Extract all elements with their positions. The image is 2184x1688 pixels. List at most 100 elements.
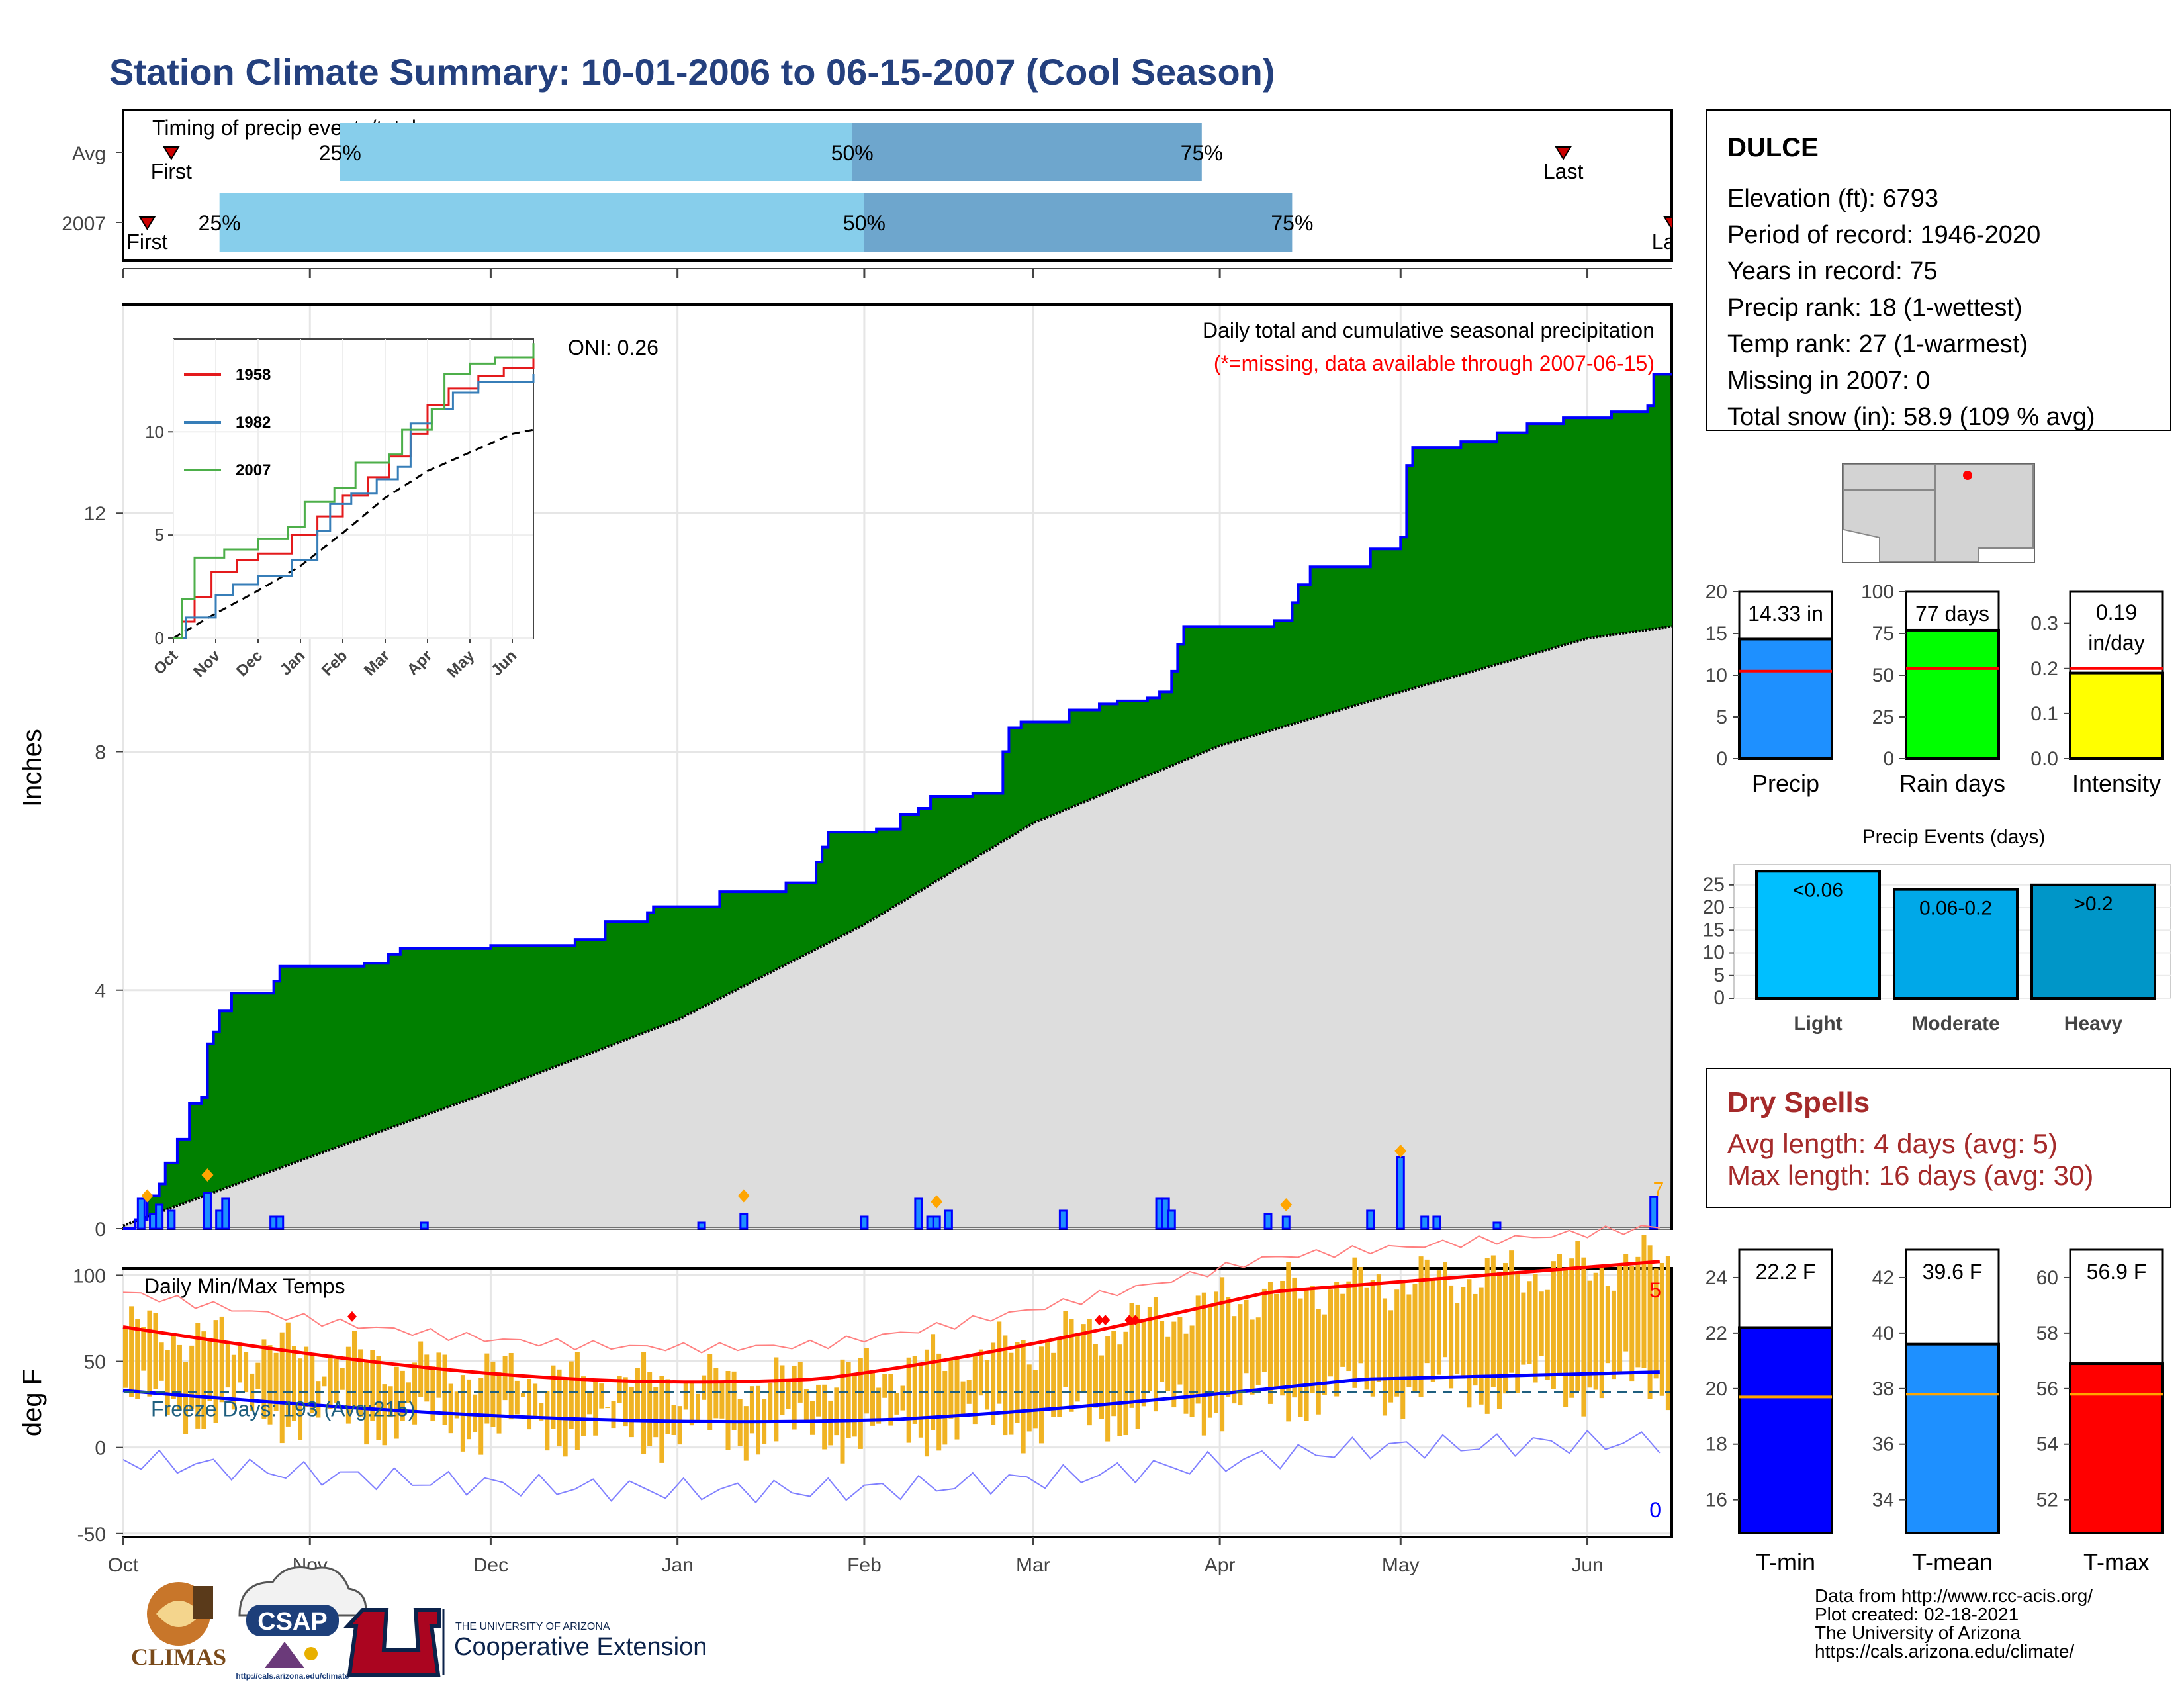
temp-total-bar-t-min <box>1738 1326 1833 1535</box>
daily-temp-range-bar <box>834 1387 839 1436</box>
first-event-label: First <box>126 230 167 254</box>
daily-temp-range-bar <box>1032 1370 1038 1429</box>
climas-emblem-leaf <box>156 1601 201 1627</box>
daily-temp-range-bar <box>147 1310 152 1397</box>
daily-temp-range-bar <box>768 1382 773 1421</box>
daily-temp-range-bar <box>514 1380 520 1415</box>
daily-temp-range-bar <box>1569 1258 1574 1398</box>
timing-q25-label: 25% <box>319 141 361 165</box>
daily-temp-range-bar <box>412 1362 418 1425</box>
daily-temp-range-bar <box>882 1374 887 1398</box>
daily-temp-range-bar <box>1496 1271 1502 1409</box>
climas-text: CLIMAS <box>131 1644 226 1670</box>
daily-temp-range-bar <box>244 1352 249 1393</box>
daily-record-marker <box>737 1189 750 1203</box>
daily-temp-range-bar <box>876 1387 882 1424</box>
daily-temp-range-bar <box>1587 1280 1592 1388</box>
footer-line: The University of Arizona <box>1815 1622 2021 1643</box>
daily-temp-range-bar <box>1069 1319 1074 1412</box>
daily-temp-range-bar <box>647 1372 653 1446</box>
daily-temp-range-bar <box>1352 1257 1357 1388</box>
daily-temp-range-bar <box>822 1384 827 1450</box>
daily-precip-bar <box>1366 1209 1375 1230</box>
daily-temp-range-bar <box>496 1372 502 1434</box>
daily-temp-range-bar <box>1051 1352 1056 1417</box>
daily-temp-range-bar <box>1484 1258 1490 1414</box>
daily-temp-range-bar <box>484 1353 490 1424</box>
daily-temp-range-bar <box>345 1346 351 1424</box>
daily-temp-range-bar <box>195 1323 201 1429</box>
daily-temp-range-bar <box>1430 1278 1435 1382</box>
inset-ytick-label: 10 <box>145 422 164 442</box>
total-ytick-label: 0.0 <box>2030 748 2058 770</box>
daily-precip-bar <box>1649 1196 1659 1230</box>
daily-temp-range-bar <box>1479 1287 1484 1405</box>
daily-temp-range-bar <box>551 1365 556 1429</box>
record-high-marker <box>1095 1315 1105 1326</box>
daily-temp-range-bar <box>1310 1286 1315 1393</box>
dry-spells-frame <box>1706 1068 2171 1208</box>
daily-temp-range-bar <box>370 1350 375 1421</box>
footer-line: https://cals.arizona.edu/climate/ <box>1815 1641 2074 1662</box>
daily-temp-range-bar <box>1135 1304 1140 1429</box>
events-title: Precip Events (days) <box>1862 826 2046 848</box>
daily-temp-range-bar <box>749 1386 754 1434</box>
oni-label: ONI: 0.26 <box>568 336 659 359</box>
precip-series: 7 <box>122 373 1672 1230</box>
daily-temp-range-bar <box>912 1356 917 1424</box>
station-line: Missing in 2007: 0 <box>1727 367 1930 395</box>
daily-temp-range-bar <box>1160 1321 1165 1382</box>
daily-precip-bar <box>221 1197 230 1230</box>
daily-precip-bar <box>155 1203 164 1230</box>
temp-total-value-label: 56.9 F <box>2087 1260 2147 1284</box>
state-outline <box>1843 464 2034 562</box>
total-value-label: 14.33 in <box>1748 602 1823 626</box>
total-ytick-label: 75 <box>1872 623 1894 645</box>
events-ytick-label: 0 <box>1713 987 1725 1009</box>
inset-frame <box>173 338 534 639</box>
daily-temp-range-bar <box>219 1316 224 1403</box>
daily-temp-range-bar <box>1418 1256 1424 1397</box>
daily-temp-range-bar <box>171 1336 176 1399</box>
total-ytick-label: 50 <box>1872 665 1894 686</box>
daily-precip-bar <box>1281 1215 1291 1230</box>
precip-subtitle: (*=missing, data available through 2007-… <box>1214 352 1655 375</box>
daily-temp-range-bar <box>1195 1295 1201 1404</box>
temp-total-ytick-label: 42 <box>1872 1267 1894 1289</box>
total-ytick-label: 15 <box>1706 623 1727 645</box>
daily-temp-range-bar <box>1316 1309 1321 1415</box>
daily-temp-range-bar <box>406 1382 411 1403</box>
daily-temp-range-bar <box>786 1379 791 1409</box>
inset-series-line-1982 <box>173 373 535 639</box>
locator-map <box>1842 463 2035 563</box>
timing-bar-q25-q50 <box>219 193 864 252</box>
daily-temp-range-bar <box>689 1383 694 1426</box>
temp-total-ytick-label: 56 <box>2036 1378 2058 1400</box>
station-line: Years in record: 75 <box>1727 258 1938 285</box>
daily-precip-bar <box>932 1215 941 1230</box>
dry-spells-line: Avg length: 4 days (avg: 5) <box>1727 1128 2058 1159</box>
cumulative-inset: Oct Nov Dec Jan Feb Mar Apr May Jun0510195819822… <box>145 338 535 681</box>
daily-temp-range-bar <box>1075 1335 1080 1402</box>
temp-ytick-label: 0 <box>95 1438 106 1460</box>
daily-temp-range-bar <box>792 1365 797 1430</box>
total-category-label: Intensity <box>2072 770 2161 797</box>
events-ytick-label: 5 <box>1713 964 1725 986</box>
temp-total-ytick-label: 34 <box>1872 1489 1894 1511</box>
temp-total-ytick-label: 54 <box>2036 1434 2058 1456</box>
cumulative-surplus-area <box>123 374 1672 1229</box>
precip-totals-panels: 14.33 in 0 5 10 15 20 Precip 77 days 0 25 50 75 100 R… <box>1706 581 2164 797</box>
station-line: Precip rank: 18 (1-wettest) <box>1727 294 2023 322</box>
daily-temp-range-bar <box>978 1349 983 1396</box>
temp-total-ytick-label: 52 <box>2036 1489 2058 1511</box>
daily-temp-range-bar <box>1238 1304 1243 1406</box>
average-min-line <box>122 1370 1660 1424</box>
events-category-label: Heavy <box>2064 1013 2123 1035</box>
total-bar-intensity <box>2069 671 2164 761</box>
temp-total-ytick-label: 36 <box>1872 1434 1894 1456</box>
daily-precip-bar <box>1058 1209 1068 1230</box>
daily-temp-range-bar <box>328 1354 333 1409</box>
month-tick-label: Jan <box>661 1554 693 1576</box>
daily-temp-range-bar <box>424 1354 430 1402</box>
